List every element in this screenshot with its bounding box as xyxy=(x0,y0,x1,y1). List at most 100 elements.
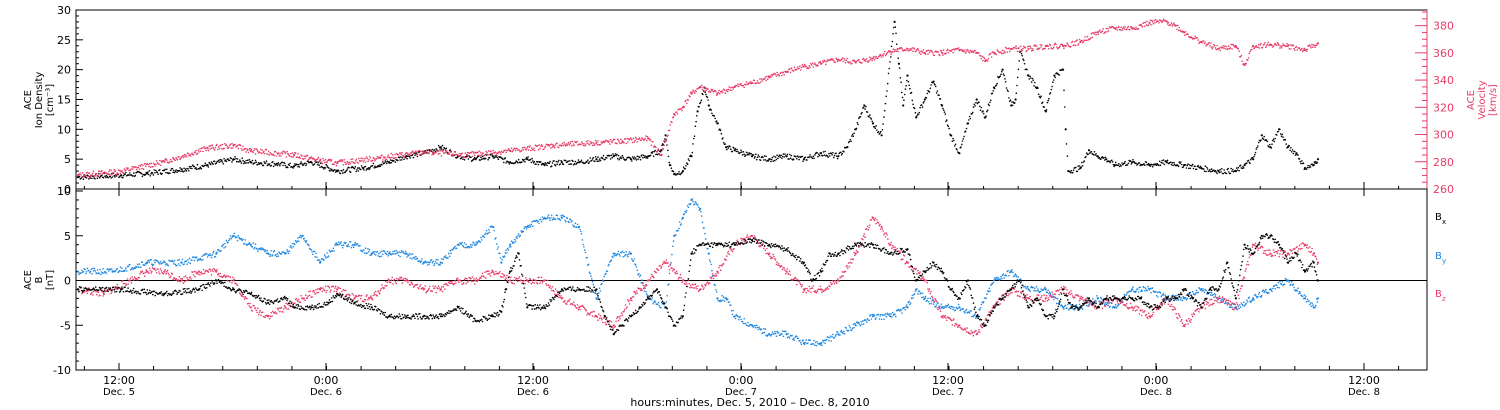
data-point xyxy=(788,153,791,156)
data-point xyxy=(968,312,971,314)
data-point xyxy=(416,153,419,156)
data-point xyxy=(812,66,815,68)
data-point xyxy=(226,145,229,148)
data-point xyxy=(848,140,851,143)
data-point xyxy=(283,252,286,254)
data-point xyxy=(145,171,148,174)
data-point xyxy=(225,239,228,242)
data-point xyxy=(737,318,740,321)
data-point xyxy=(416,257,419,260)
data-point xyxy=(125,169,127,171)
data-point xyxy=(1143,286,1145,289)
data-point xyxy=(1127,25,1130,28)
data-point xyxy=(159,164,162,167)
data-point xyxy=(522,149,524,151)
data-point xyxy=(96,269,99,271)
data-point xyxy=(1217,48,1219,50)
data-point xyxy=(1186,164,1188,167)
data-point xyxy=(393,253,395,255)
data-point xyxy=(1292,152,1295,155)
data-point xyxy=(672,116,675,118)
data-point xyxy=(108,169,111,171)
data-point xyxy=(884,313,887,315)
data-point xyxy=(1107,27,1109,30)
data-point xyxy=(719,128,721,130)
data-point xyxy=(609,138,612,141)
data-point xyxy=(921,51,924,54)
data-point xyxy=(372,162,375,165)
data-point xyxy=(95,172,98,175)
data-point xyxy=(1066,307,1068,309)
data-point xyxy=(1261,46,1264,49)
data-point xyxy=(422,263,424,265)
data-point xyxy=(367,160,369,163)
data-point xyxy=(1023,62,1026,65)
data-point xyxy=(376,251,379,253)
data-point xyxy=(809,66,811,69)
data-point xyxy=(1034,287,1036,290)
data-point xyxy=(232,235,234,238)
data-point xyxy=(533,147,535,150)
data-point xyxy=(242,238,244,241)
data-point xyxy=(550,165,553,167)
data-point xyxy=(1085,155,1087,158)
series-by xyxy=(76,198,1320,347)
data-point xyxy=(669,164,672,166)
data-point xyxy=(98,173,100,175)
data-point xyxy=(602,280,605,282)
data-point xyxy=(319,162,322,165)
data-point xyxy=(974,313,976,315)
data-point xyxy=(323,159,325,162)
data-point xyxy=(78,175,81,178)
data-point xyxy=(495,243,498,245)
data-point xyxy=(1242,165,1244,168)
data-point xyxy=(525,158,527,160)
data-point xyxy=(496,248,499,250)
data-point xyxy=(659,154,662,156)
data-point xyxy=(1054,76,1056,79)
data-point xyxy=(1007,270,1009,272)
data-point xyxy=(470,151,473,153)
data-point xyxy=(1280,47,1283,49)
data-point xyxy=(662,148,665,151)
data-point xyxy=(261,163,263,165)
data-point xyxy=(1203,291,1206,294)
data-point xyxy=(1222,172,1225,175)
data-point xyxy=(562,144,565,147)
data-point xyxy=(1141,290,1144,292)
data-point xyxy=(323,161,326,164)
data-point xyxy=(357,170,360,172)
data-point xyxy=(1011,269,1013,271)
data-point xyxy=(292,153,296,157)
data-point xyxy=(368,159,370,161)
data-point xyxy=(1313,44,1315,47)
data-point xyxy=(987,290,990,293)
data-point xyxy=(86,171,89,174)
data-point xyxy=(832,333,834,336)
data-point xyxy=(643,290,646,292)
data-point xyxy=(1269,252,1272,255)
data-point xyxy=(825,338,828,341)
data-point xyxy=(525,226,527,228)
data-point xyxy=(1141,26,1144,28)
data-point xyxy=(821,155,824,157)
data-point xyxy=(392,154,394,156)
data-point xyxy=(504,149,507,151)
data-point xyxy=(1227,167,1229,170)
data-point xyxy=(1164,294,1166,297)
data-point xyxy=(332,170,335,172)
data-point xyxy=(560,145,563,147)
data-point xyxy=(690,92,693,95)
data-point xyxy=(555,160,558,163)
data-point xyxy=(802,342,806,345)
data-point xyxy=(202,259,204,261)
data-point xyxy=(563,141,565,144)
data-point xyxy=(403,158,405,161)
data-point xyxy=(1308,166,1310,169)
data-point xyxy=(861,323,863,326)
bottom-y-label-line: [nT] xyxy=(45,270,56,290)
data-point xyxy=(1239,164,1242,167)
data-point xyxy=(1257,293,1260,295)
